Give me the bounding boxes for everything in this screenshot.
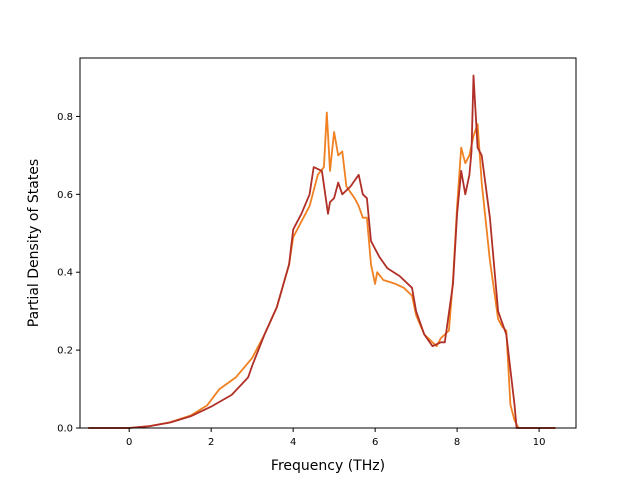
- plot-frame: [79, 57, 577, 429]
- x-axis-label: Frequency (THz): [271, 458, 385, 474]
- y-tick-label: 0.6: [57, 190, 73, 201]
- y-tick-label: 0.8: [57, 112, 73, 123]
- y-tick-label: 0.4: [57, 268, 73, 279]
- x-tick-label: 6: [372, 437, 378, 448]
- x-tick-label: 4: [290, 437, 296, 448]
- y-tick-label: 0.0: [57, 424, 73, 435]
- x-tick-label: 0: [126, 437, 132, 448]
- y-axis-ticks: 0.0 0.2 0.4 0.6 0.8: [57, 112, 80, 435]
- series-line-2: [88, 74, 556, 429]
- x-axis-ticks: 0 2 4 6 8 10: [126, 428, 545, 448]
- x-tick-label: 10: [533, 437, 546, 448]
- series-lines: [88, 74, 556, 429]
- x-tick-label: 2: [208, 437, 214, 448]
- y-tick-label: 0.2: [57, 346, 73, 357]
- y-axis-label: Partial Density of States: [26, 159, 42, 327]
- x-tick-label: 8: [454, 437, 460, 448]
